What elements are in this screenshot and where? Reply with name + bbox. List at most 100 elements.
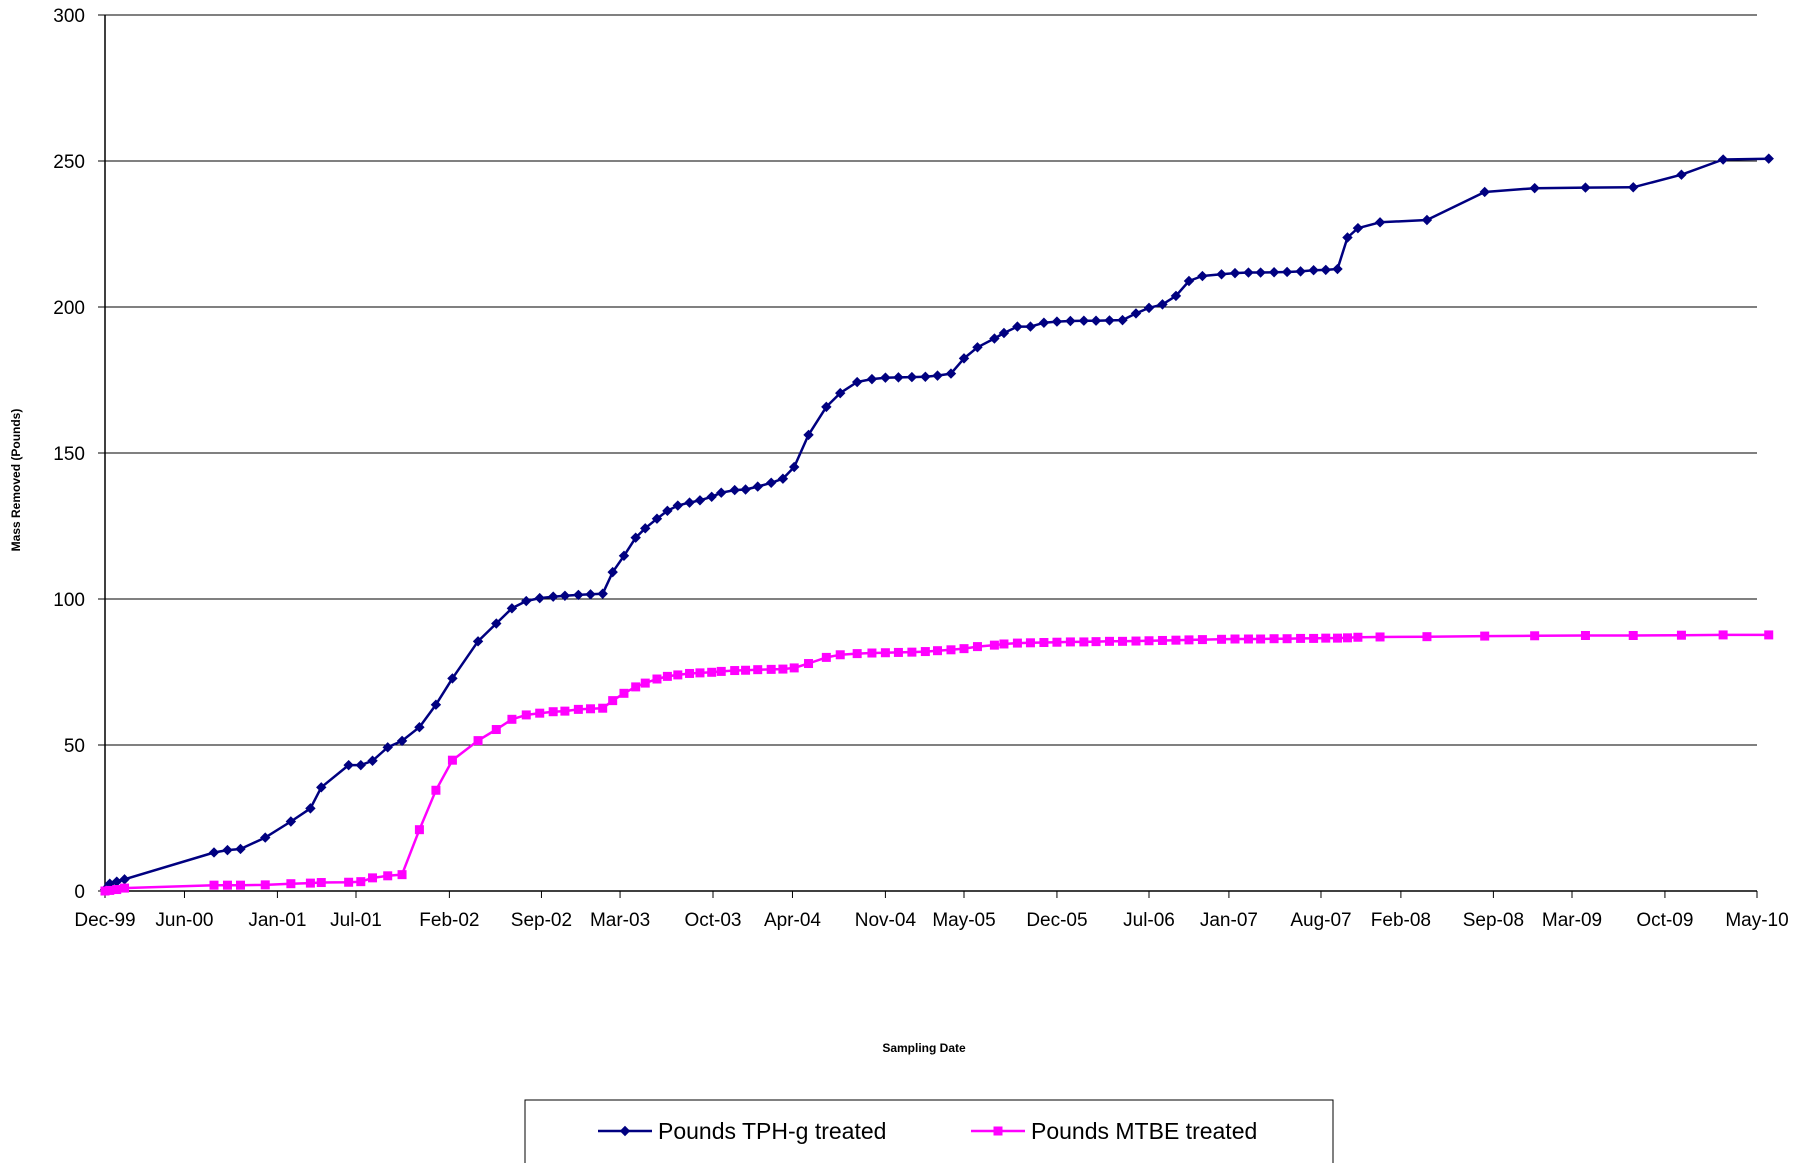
data-point [618,550,630,561]
data-point [959,644,969,654]
data-point [1628,631,1638,640]
x-tick-label: Oct-03 [684,910,741,931]
data-point [946,645,956,655]
data-point [1243,634,1253,644]
data-point [1118,636,1128,646]
data-point [1143,302,1155,314]
y-tick-label: 50 [64,736,85,757]
data-point [1230,634,1240,644]
legend-item: Pounds MTBE treated [971,1118,1257,1144]
data-point [1308,265,1319,276]
data-point [1352,222,1364,234]
gridlines [105,14,1757,746]
x-tick-label: Mar-03 [590,910,650,931]
data-point [222,844,233,856]
data-point [1480,631,1490,641]
x-tick-label: Feb-08 [1371,910,1431,931]
data-point [1374,217,1386,228]
data-point [209,880,219,890]
x-tick-label: Apr-04 [764,910,821,931]
data-point [672,500,684,511]
data-point [208,847,220,858]
data-point [1216,269,1227,280]
data-point [1281,266,1293,278]
data-point [640,678,650,688]
data-point [998,327,1010,339]
data-point [716,666,726,676]
data-point [491,725,501,735]
data-point [235,880,245,890]
x-axis-title: Sampling Date [882,1041,966,1055]
series-line [104,633,1769,893]
data-point [651,513,663,524]
data-point [1065,315,1076,327]
data-point [1628,182,1639,193]
data-point [1353,632,1363,642]
data-point [1157,299,1168,310]
series-line [104,157,1769,891]
data-point [397,870,407,880]
x-tick-label: May-05 [932,910,995,931]
y-tick-label: 250 [53,152,85,173]
data-point [1025,321,1036,332]
data-point [534,592,545,604]
data-point [598,703,608,713]
y-tick-label: 300 [53,6,85,27]
data-point [608,696,618,706]
data-point [305,803,316,814]
data-point [286,879,296,889]
data-point [1529,182,1540,194]
data-point [383,871,393,881]
data-point [1104,636,1114,646]
data-point [343,759,354,771]
data-point [906,371,918,383]
data-point [355,759,366,771]
x-tick-label: Dec-05 [1026,910,1087,931]
data-point [472,636,484,647]
legend-label: Pounds TPH-g treated [658,1118,886,1144]
data-point [382,742,393,753]
y-axis-ticks: 0 50 100 150 200 250 300 [53,6,105,903]
x-tick-label: May-10 [1725,910,1788,931]
data-point [765,477,777,488]
data-point [821,652,831,662]
data-point [1012,638,1022,648]
data-point [447,673,458,684]
data-point [521,595,532,607]
data-point [880,648,890,658]
data-point [367,755,378,766]
data-point [652,674,662,684]
data-point [430,699,442,710]
data-point [1052,637,1062,647]
data-point [662,505,673,517]
data-point [1025,638,1035,648]
data-point [1479,186,1490,198]
data-point [730,666,740,676]
x-tick-label: Jun-00 [155,910,213,931]
data-point [1296,633,1306,643]
data-point [414,721,425,733]
legend-label: Pounds MTBE treated [1031,1118,1257,1144]
data-point [835,650,845,660]
data-point [932,370,943,381]
data-point [1718,630,1728,640]
data-point [920,371,931,382]
data-point [1157,635,1167,645]
data-point [585,589,596,600]
data-point [1342,633,1352,643]
data-point [1012,321,1023,332]
series-tph-g [99,153,1774,895]
data-point [1421,214,1433,226]
x-tick-label: Sep-02 [511,910,572,931]
data-point [631,682,641,692]
data-point [1078,315,1090,326]
data-point [1117,314,1128,326]
data-point [972,642,982,652]
data-point [741,665,751,675]
data-point [1282,634,1292,644]
data-point [804,659,814,669]
data-point [431,785,441,795]
data-point [821,401,832,413]
data-point [1104,315,1115,326]
data-point [414,825,424,835]
